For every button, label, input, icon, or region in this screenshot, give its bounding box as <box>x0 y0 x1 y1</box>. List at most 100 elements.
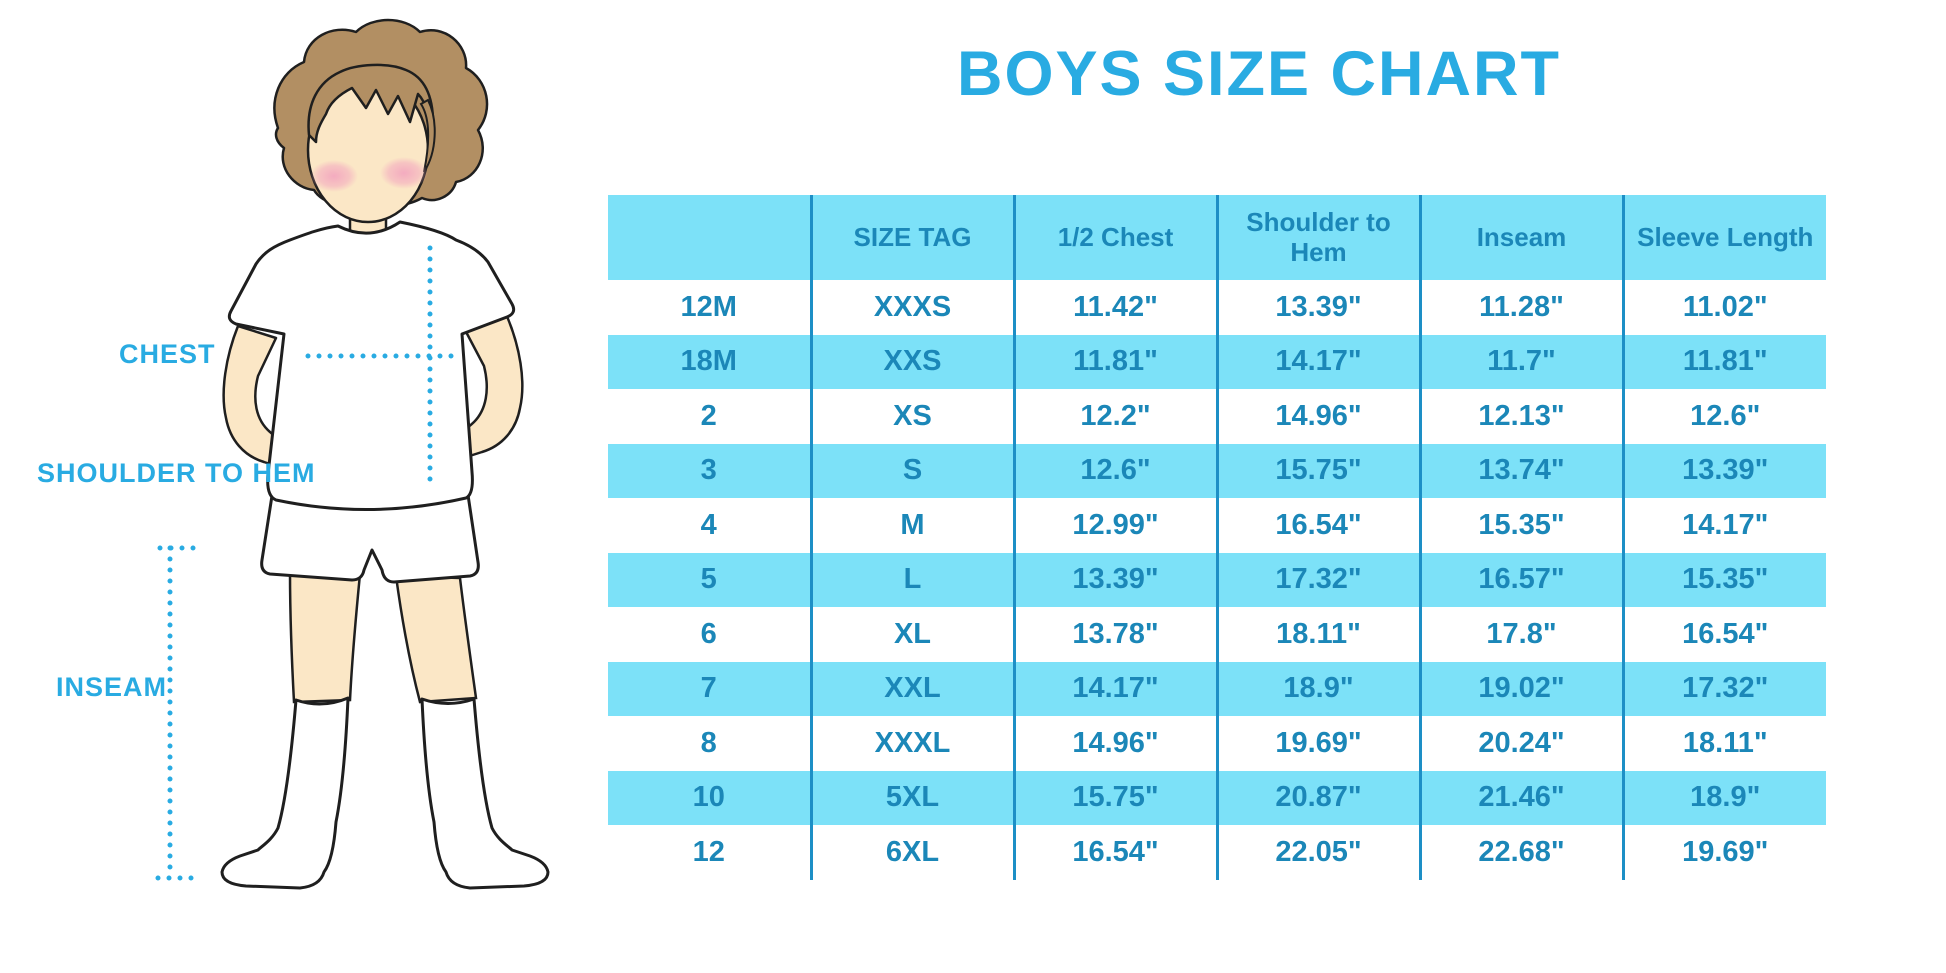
table-cell: 16.54" <box>1215 498 1420 553</box>
table-cell: 15.35" <box>1418 498 1623 553</box>
table-cell: 11.7" <box>1418 334 1623 389</box>
boy-blush-left <box>310 160 358 192</box>
table-cell: 17.8" <box>1418 607 1623 662</box>
table-cell: 11.81" <box>1621 334 1826 389</box>
table-cell: 18.9" <box>1215 661 1420 716</box>
boy-right-sock <box>420 697 550 890</box>
column-header: SIZE TAG <box>809 195 1014 280</box>
boy-tshirt <box>227 220 516 511</box>
table-cell: XXXL <box>809 716 1014 771</box>
table-cell: 19.02" <box>1418 661 1623 716</box>
table-cell: 11.02" <box>1621 280 1826 335</box>
table-row: 12 6XL 16.54" 22.05" 22.68" 19.69" <box>608 825 1826 880</box>
boy-left-sock <box>220 696 350 890</box>
table-cell: 5 <box>608 552 811 607</box>
table-cell: 12M <box>608 280 811 335</box>
table-cell: 22.05" <box>1215 825 1420 880</box>
table-cell: 12.6" <box>1621 389 1826 444</box>
table-cell: 19.69" <box>1215 716 1420 771</box>
size-table: SIZE TAG 1/2 Chest Shoulder to Hem Inseam Sl… <box>608 195 1826 880</box>
table-row: 5 L 13.39" 17.32" 16.57" 15.35" <box>608 552 1826 607</box>
table-cell: 14.17" <box>1012 661 1217 716</box>
table-cell: 5XL <box>809 770 1014 825</box>
table-row: 10 5XL 15.75" 20.87" 21.46" 18.9" <box>608 770 1826 825</box>
chest-label: CHEST <box>119 339 216 369</box>
size-table-body: 12M XXXS 11.42" 13.39" 11.28" 11.02" 18M XXS 11.… <box>608 280 1826 880</box>
table-cell: 6XL <box>809 825 1014 880</box>
table-cell: 19.69" <box>1621 825 1826 880</box>
header-row: SIZE TAG 1/2 Chest Shoulder to Hem Inseam Sl… <box>608 195 1826 280</box>
size-table-head: SIZE TAG 1/2 Chest Shoulder to Hem Inseam Sl… <box>608 195 1826 280</box>
table-cell: 11.42" <box>1012 280 1217 335</box>
table-row: 4 M 12.99" 16.54" 15.35" 14.17" <box>608 498 1826 553</box>
boy-left-leg <box>288 570 362 704</box>
inseam-label: INSEAM <box>56 672 168 702</box>
table-cell: 18.9" <box>1621 770 1826 825</box>
table-cell: 14.17" <box>1621 498 1826 553</box>
table-row: 8 XXXL 14.96" 19.69" 20.24" 18.11" <box>608 716 1826 771</box>
table-cell: 12.13" <box>1418 389 1623 444</box>
table-cell: XS <box>809 389 1014 444</box>
table-cell: 10 <box>608 770 811 825</box>
boy-blush-right <box>380 157 428 189</box>
table-cell: 12.2" <box>1012 389 1217 444</box>
table-cell: S <box>809 443 1014 498</box>
column-header: Shoulder to Hem <box>1215 195 1420 280</box>
table-cell: 15.75" <box>1215 443 1420 498</box>
table-cell: 22.68" <box>1418 825 1623 880</box>
table-cell: 21.46" <box>1418 770 1623 825</box>
table-cell: 7 <box>608 661 811 716</box>
table-cell: XXS <box>809 334 1014 389</box>
table-cell: 3 <box>608 443 811 498</box>
table-cell: 18.11" <box>1215 607 1420 662</box>
table-cell: 11.81" <box>1012 334 1217 389</box>
table-cell: XL <box>809 607 1014 662</box>
table-cell: 16.57" <box>1418 552 1623 607</box>
table-cell: 16.54" <box>1621 607 1826 662</box>
shoulder-to-hem-label: SHOULDER TO HEM <box>37 458 316 488</box>
table-cell: L <box>809 552 1014 607</box>
table-cell: 13.39" <box>1621 443 1826 498</box>
table-row: 18M XXS 11.81" 14.17" 11.7" 11.81" <box>608 334 1826 389</box>
table-cell: 12.99" <box>1012 498 1217 553</box>
column-header: Inseam <box>1418 195 1623 280</box>
table-cell: 15.75" <box>1012 770 1217 825</box>
table-cell: 18M <box>608 334 811 389</box>
table-cell: 18.11" <box>1621 716 1826 771</box>
table-cell: 12 <box>608 825 811 880</box>
table-cell: 17.32" <box>1215 552 1420 607</box>
column-header: 1/2 Chest <box>1012 195 1217 280</box>
table-cell: 11.28" <box>1418 280 1623 335</box>
table-cell: 16.54" <box>1012 825 1217 880</box>
table-cell: 13.74" <box>1418 443 1623 498</box>
table-cell: 13.39" <box>1215 280 1420 335</box>
table-cell: 20.87" <box>1215 770 1420 825</box>
table-cell: 14.17" <box>1215 334 1420 389</box>
table-cell: 15.35" <box>1621 552 1826 607</box>
table-cell: 6 <box>608 607 811 662</box>
table-row: 3 S 12.6" 15.75" 13.74" 13.39" <box>608 443 1826 498</box>
table-cell: 8 <box>608 716 811 771</box>
table-cell: 14.96" <box>1012 716 1217 771</box>
table-cell: XXL <box>809 661 1014 716</box>
table-cell: 2 <box>608 389 811 444</box>
table-cell: 14.96" <box>1215 389 1420 444</box>
table-cell: 13.39" <box>1012 552 1217 607</box>
table-cell: 17.32" <box>1621 661 1826 716</box>
page-title: BOYS SIZE CHART <box>956 39 1562 109</box>
table-row: 6 XL 13.78" 18.11" 17.8" 16.54" <box>608 607 1826 662</box>
table-cell: 4 <box>608 498 811 553</box>
table-row: 7 XXL 14.17" 18.9" 19.02" 17.32" <box>608 661 1826 716</box>
table-row: 12M XXXS 11.42" 13.39" 11.28" 11.02" <box>608 280 1826 335</box>
table-cell: 12.6" <box>1012 443 1217 498</box>
table-cell: 20.24" <box>1418 716 1623 771</box>
column-header <box>608 195 811 280</box>
table-cell: XXXS <box>809 280 1014 335</box>
boy-illustration <box>155 18 550 890</box>
table-cell: 13.78" <box>1012 607 1217 662</box>
table-cell: M <box>809 498 1014 553</box>
column-header: Sleeve Length <box>1621 195 1826 280</box>
table-row: 2 XS 12.2" 14.96" 12.13" 12.6" <box>608 389 1826 444</box>
boy-right-leg <box>394 574 478 704</box>
